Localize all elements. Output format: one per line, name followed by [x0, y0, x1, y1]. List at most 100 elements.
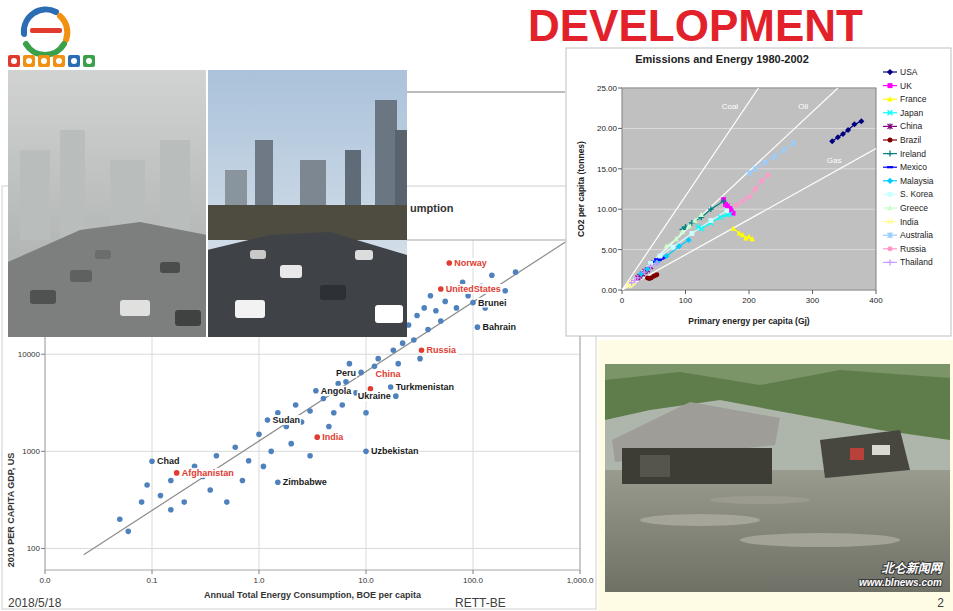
logo-arc	[60, 16, 67, 40]
tick-mark	[473, 570, 474, 574]
tick-label: 100.0	[463, 576, 484, 585]
data-point	[256, 431, 262, 437]
legend-label: Mexico	[900, 162, 927, 172]
photo-watermark: www.blnews.com	[859, 577, 942, 588]
data-point	[288, 441, 294, 447]
data-point	[214, 453, 220, 459]
point-label: Sudan	[271, 415, 301, 425]
point-label: China	[374, 369, 402, 379]
point-label-text: Russia	[426, 345, 457, 355]
chart-frame	[566, 48, 951, 336]
point-label: India	[321, 432, 345, 442]
data-point	[168, 507, 174, 513]
tick-mark	[812, 290, 813, 294]
photo-flood: 北仑新闻网www.blnews.com	[598, 340, 953, 611]
data-point	[181, 499, 187, 505]
label-patch	[453, 258, 488, 268]
axis-title: 2010 PER CAPITA GDP, US	[6, 453, 16, 567]
point-label-text: Uzbekistan	[371, 446, 419, 456]
data-point	[339, 402, 345, 408]
photo-shed	[820, 430, 910, 478]
logo-icon	[23, 55, 35, 67]
data-point	[421, 305, 427, 311]
legend-marker	[888, 232, 893, 238]
point-label: Turkmenistan	[395, 382, 455, 392]
series-line	[641, 240, 689, 274]
label-patch	[357, 391, 392, 401]
tick-mark	[152, 570, 153, 574]
data-point	[395, 361, 401, 367]
data-point	[753, 187, 758, 192]
tick-label: 1,000.0	[567, 576, 594, 585]
data-point	[246, 458, 252, 464]
photo-car	[280, 265, 302, 278]
logo-icon	[53, 55, 65, 67]
data-point	[655, 272, 660, 277]
point-label-text: Norway	[454, 258, 487, 268]
tick-mark	[622, 290, 623, 294]
reference-line	[622, 149, 876, 290]
legend-label: India	[900, 217, 919, 227]
legend-marker	[888, 138, 893, 143]
legend-label: China	[900, 121, 922, 131]
tick-label: 10000	[18, 350, 41, 359]
data-point	[326, 424, 332, 430]
photo-divider	[206, 70, 208, 337]
photo-car	[30, 290, 56, 304]
data-point	[513, 269, 519, 275]
data-point	[689, 231, 694, 236]
data-point	[275, 479, 281, 485]
tick-label: 200	[742, 296, 756, 305]
background	[0, 0, 953, 611]
tick-label: 25.00	[597, 84, 618, 93]
data-point	[224, 499, 230, 505]
data-point	[766, 173, 771, 178]
label-patch	[395, 382, 455, 392]
tick-mark	[618, 168, 622, 169]
photo-sky	[207, 70, 407, 337]
legend-label: USA	[900, 67, 918, 77]
data-point	[433, 308, 439, 314]
tick-label: 400	[869, 296, 883, 305]
data-point	[740, 232, 746, 237]
chart-title: Emissions and Energy 1980-2002	[635, 53, 809, 65]
logo-icon-mark	[26, 58, 32, 64]
data-point	[168, 478, 174, 484]
label-patch	[156, 456, 181, 466]
photo-car	[120, 300, 150, 316]
point-label: Chad	[156, 456, 181, 466]
label-patch	[181, 468, 235, 478]
label-patch	[374, 369, 402, 379]
data-point	[343, 379, 349, 385]
point-label-text: Chad	[157, 456, 180, 466]
point-label: Peru	[335, 368, 357, 378]
point-label: Afghanistan	[181, 468, 235, 478]
legend-marker	[887, 259, 893, 265]
tick-mark	[618, 249, 622, 250]
reference-label: Gas	[827, 156, 842, 165]
data-point	[425, 327, 431, 333]
tick-mark	[618, 290, 622, 291]
data-point	[641, 269, 647, 275]
footer-date: 2018/5/18	[8, 596, 62, 610]
tick-label: 10.00	[597, 205, 618, 214]
series-line	[667, 215, 702, 247]
data-point	[709, 218, 714, 223]
data-point	[858, 118, 864, 124]
photo-hill	[605, 364, 950, 385]
tick-label: 10.0	[358, 576, 374, 585]
legend-marker	[888, 219, 893, 224]
data-point	[664, 243, 670, 248]
legend-label: Australia	[900, 230, 933, 240]
point-label-text: Zimbabwe	[283, 477, 327, 487]
grid-line	[45, 548, 580, 549]
data-point	[747, 170, 752, 176]
logo-icon	[8, 55, 20, 67]
chart-title: umption	[410, 202, 454, 214]
data-point	[331, 410, 337, 416]
photo-sky	[605, 364, 950, 592]
data-point	[232, 445, 238, 451]
tick-mark	[618, 88, 622, 89]
reference-line	[622, 88, 759, 290]
point-label: Bahrain	[481, 322, 517, 332]
